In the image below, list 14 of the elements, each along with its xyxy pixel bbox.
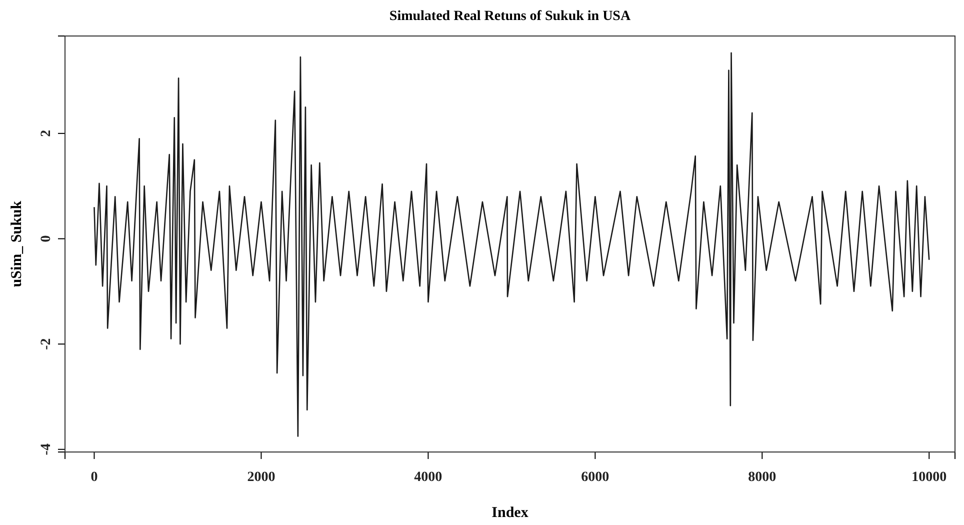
y-tick-label: 0	[38, 235, 54, 242]
line-series	[94, 52, 930, 437]
x-tick-label: 2000	[247, 470, 276, 485]
x-tick-label: 10000	[912, 470, 947, 485]
chart-title: Simulated Real Retuns of Sukuk in USA	[389, 9, 632, 24]
x-tick-label: 0	[90, 470, 98, 485]
y-axis-title: uSim_ Sukuk	[9, 200, 25, 288]
y-tick-label: -2	[38, 338, 54, 350]
x-axis-title: Index	[492, 505, 529, 521]
y-tick-label: -4	[38, 444, 54, 456]
x-tick-label: 6000	[581, 470, 610, 485]
x-tick-label: 4000	[414, 470, 442, 485]
x-tick-label: 8000	[748, 470, 776, 485]
y-tick-label: 2	[38, 130, 54, 137]
